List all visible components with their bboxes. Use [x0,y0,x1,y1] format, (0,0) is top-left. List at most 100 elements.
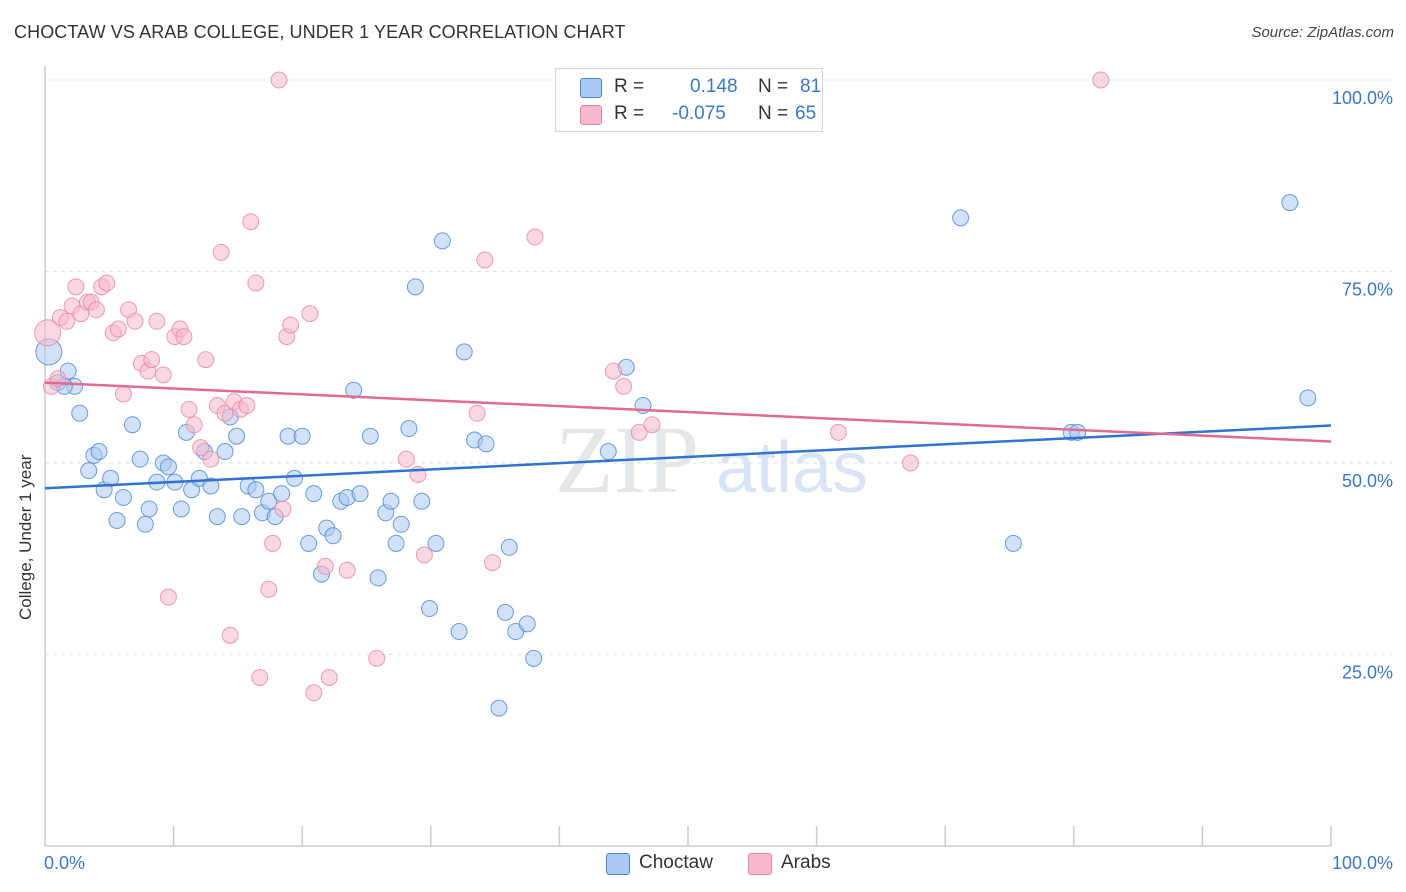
source-label: Source: ZipAtlas.com [1251,24,1394,41]
data-point-arabs [264,534,282,552]
data-point-choctaw [421,600,439,618]
data-point-arabs [58,312,76,330]
data-point-choctaw [131,450,149,468]
data-point-arabs [316,557,334,575]
data-point-arabs [338,561,356,579]
data-point-arabs [143,351,161,369]
data-point-arabs [67,278,85,296]
data-point-arabs [260,580,278,598]
data-point-arabs [630,423,648,441]
legend-r-value: 0.148 [690,76,738,97]
data-point-arabs [212,243,230,261]
chart-title: CHOCTAW VS ARAB COLLEGE, UNDER 1 YEAR CO… [14,22,626,42]
data-point-choctaw [140,500,158,518]
data-point-arabs [126,312,144,330]
tick-labels: 100.0% 75.0% 50.0% 25.0% 0.0% 100.0% [44,88,1393,873]
data-point-arabs [643,416,661,434]
bottom-legend-swatch-arabs [748,853,772,875]
bottom-legend-label: Choctaw [639,852,713,873]
data-point-arabs [87,301,105,319]
data-point-arabs [305,684,323,702]
data-point-choctaw [80,462,98,480]
data-point-choctaw [599,443,617,461]
y-tick-label: 25.0% [1342,663,1393,683]
data-point-choctaw [233,508,251,526]
legend-n-label: N = [758,103,789,124]
data-point-choctaw [285,469,303,487]
data-point-choctaw [392,515,410,533]
y-tick-label: 50.0% [1342,471,1393,491]
data-point-choctaw [90,443,108,461]
data-point-choctaw [500,538,518,556]
data-point-arabs [114,385,132,403]
data-point-arabs [526,228,544,246]
data-point-choctaw [247,481,265,499]
choctaw-points [35,194,1317,717]
data-point-choctaw [406,278,424,296]
data-point-choctaw [208,508,226,526]
data-point-arabs [415,546,433,564]
data-point-arabs [154,366,172,384]
data-point-choctaw [273,485,291,503]
trend-line-arabs [44,381,1332,443]
bottom-legend-swatch-choctaw [606,853,630,875]
data-point-choctaw [260,492,278,510]
data-point-choctaw [1004,534,1022,552]
data-point-arabs [109,320,127,338]
data-point-arabs [180,400,198,418]
data-point-choctaw [369,569,387,587]
data-point-choctaw [123,416,141,434]
legend-swatch-choctaw [580,78,602,98]
legend-r-label: R = [614,76,645,97]
correlation-legend: R = 0.148 N = 81 R = -0.075 N = 65 [555,68,823,132]
data-point-choctaw [324,527,342,545]
data-point-arabs [615,377,633,395]
data-point-choctaw [455,343,473,361]
data-point-choctaw [300,534,318,552]
data-point-arabs [98,274,116,292]
data-point-arabs [468,404,486,422]
data-point-choctaw [427,534,445,552]
axes [44,66,1332,847]
data-point-choctaw [387,534,405,552]
arabs-points [34,71,1110,702]
data-point-arabs [34,319,62,347]
watermark-atlas: atlas [716,428,868,508]
bottom-legend-label: Arabs [781,852,831,873]
data-point-arabs [192,439,210,457]
legend-n-label: N = [758,76,789,97]
data-point-arabs [320,668,338,686]
data-point-arabs [159,588,177,606]
data-point-arabs [604,362,622,380]
trend-lines [44,381,1332,490]
legend-n-value: 65 [795,103,817,124]
data-point-arabs [251,668,269,686]
data-point-choctaw [433,232,451,250]
grid-lines [45,79,1392,655]
x-tick-label: 0.0% [44,853,85,873]
trend-line-choctaw [44,424,1332,490]
data-point-choctaw [361,427,379,445]
data-point-arabs [148,312,166,330]
data-point-arabs [242,213,260,231]
data-point-arabs [221,626,239,644]
data-point-choctaw [345,381,363,399]
data-point-choctaw [114,488,132,506]
data-point-choctaw [525,649,543,667]
data-point-arabs [901,454,919,472]
data-point-arabs [829,423,847,441]
data-point-choctaw [952,209,970,227]
data-point-arabs [397,450,415,468]
y-tick-label: 100.0% [1332,88,1393,108]
legend-n-value: 81 [800,76,822,97]
data-point-choctaw [477,435,495,453]
data-point-choctaw [1069,423,1087,441]
data-point-arabs [197,351,215,369]
data-point-arabs [282,316,300,334]
data-point-arabs [175,328,193,346]
data-point-choctaw [490,699,508,717]
data-point-choctaw [400,420,418,438]
data-point-choctaw [293,427,311,445]
data-point-arabs [1092,71,1110,89]
